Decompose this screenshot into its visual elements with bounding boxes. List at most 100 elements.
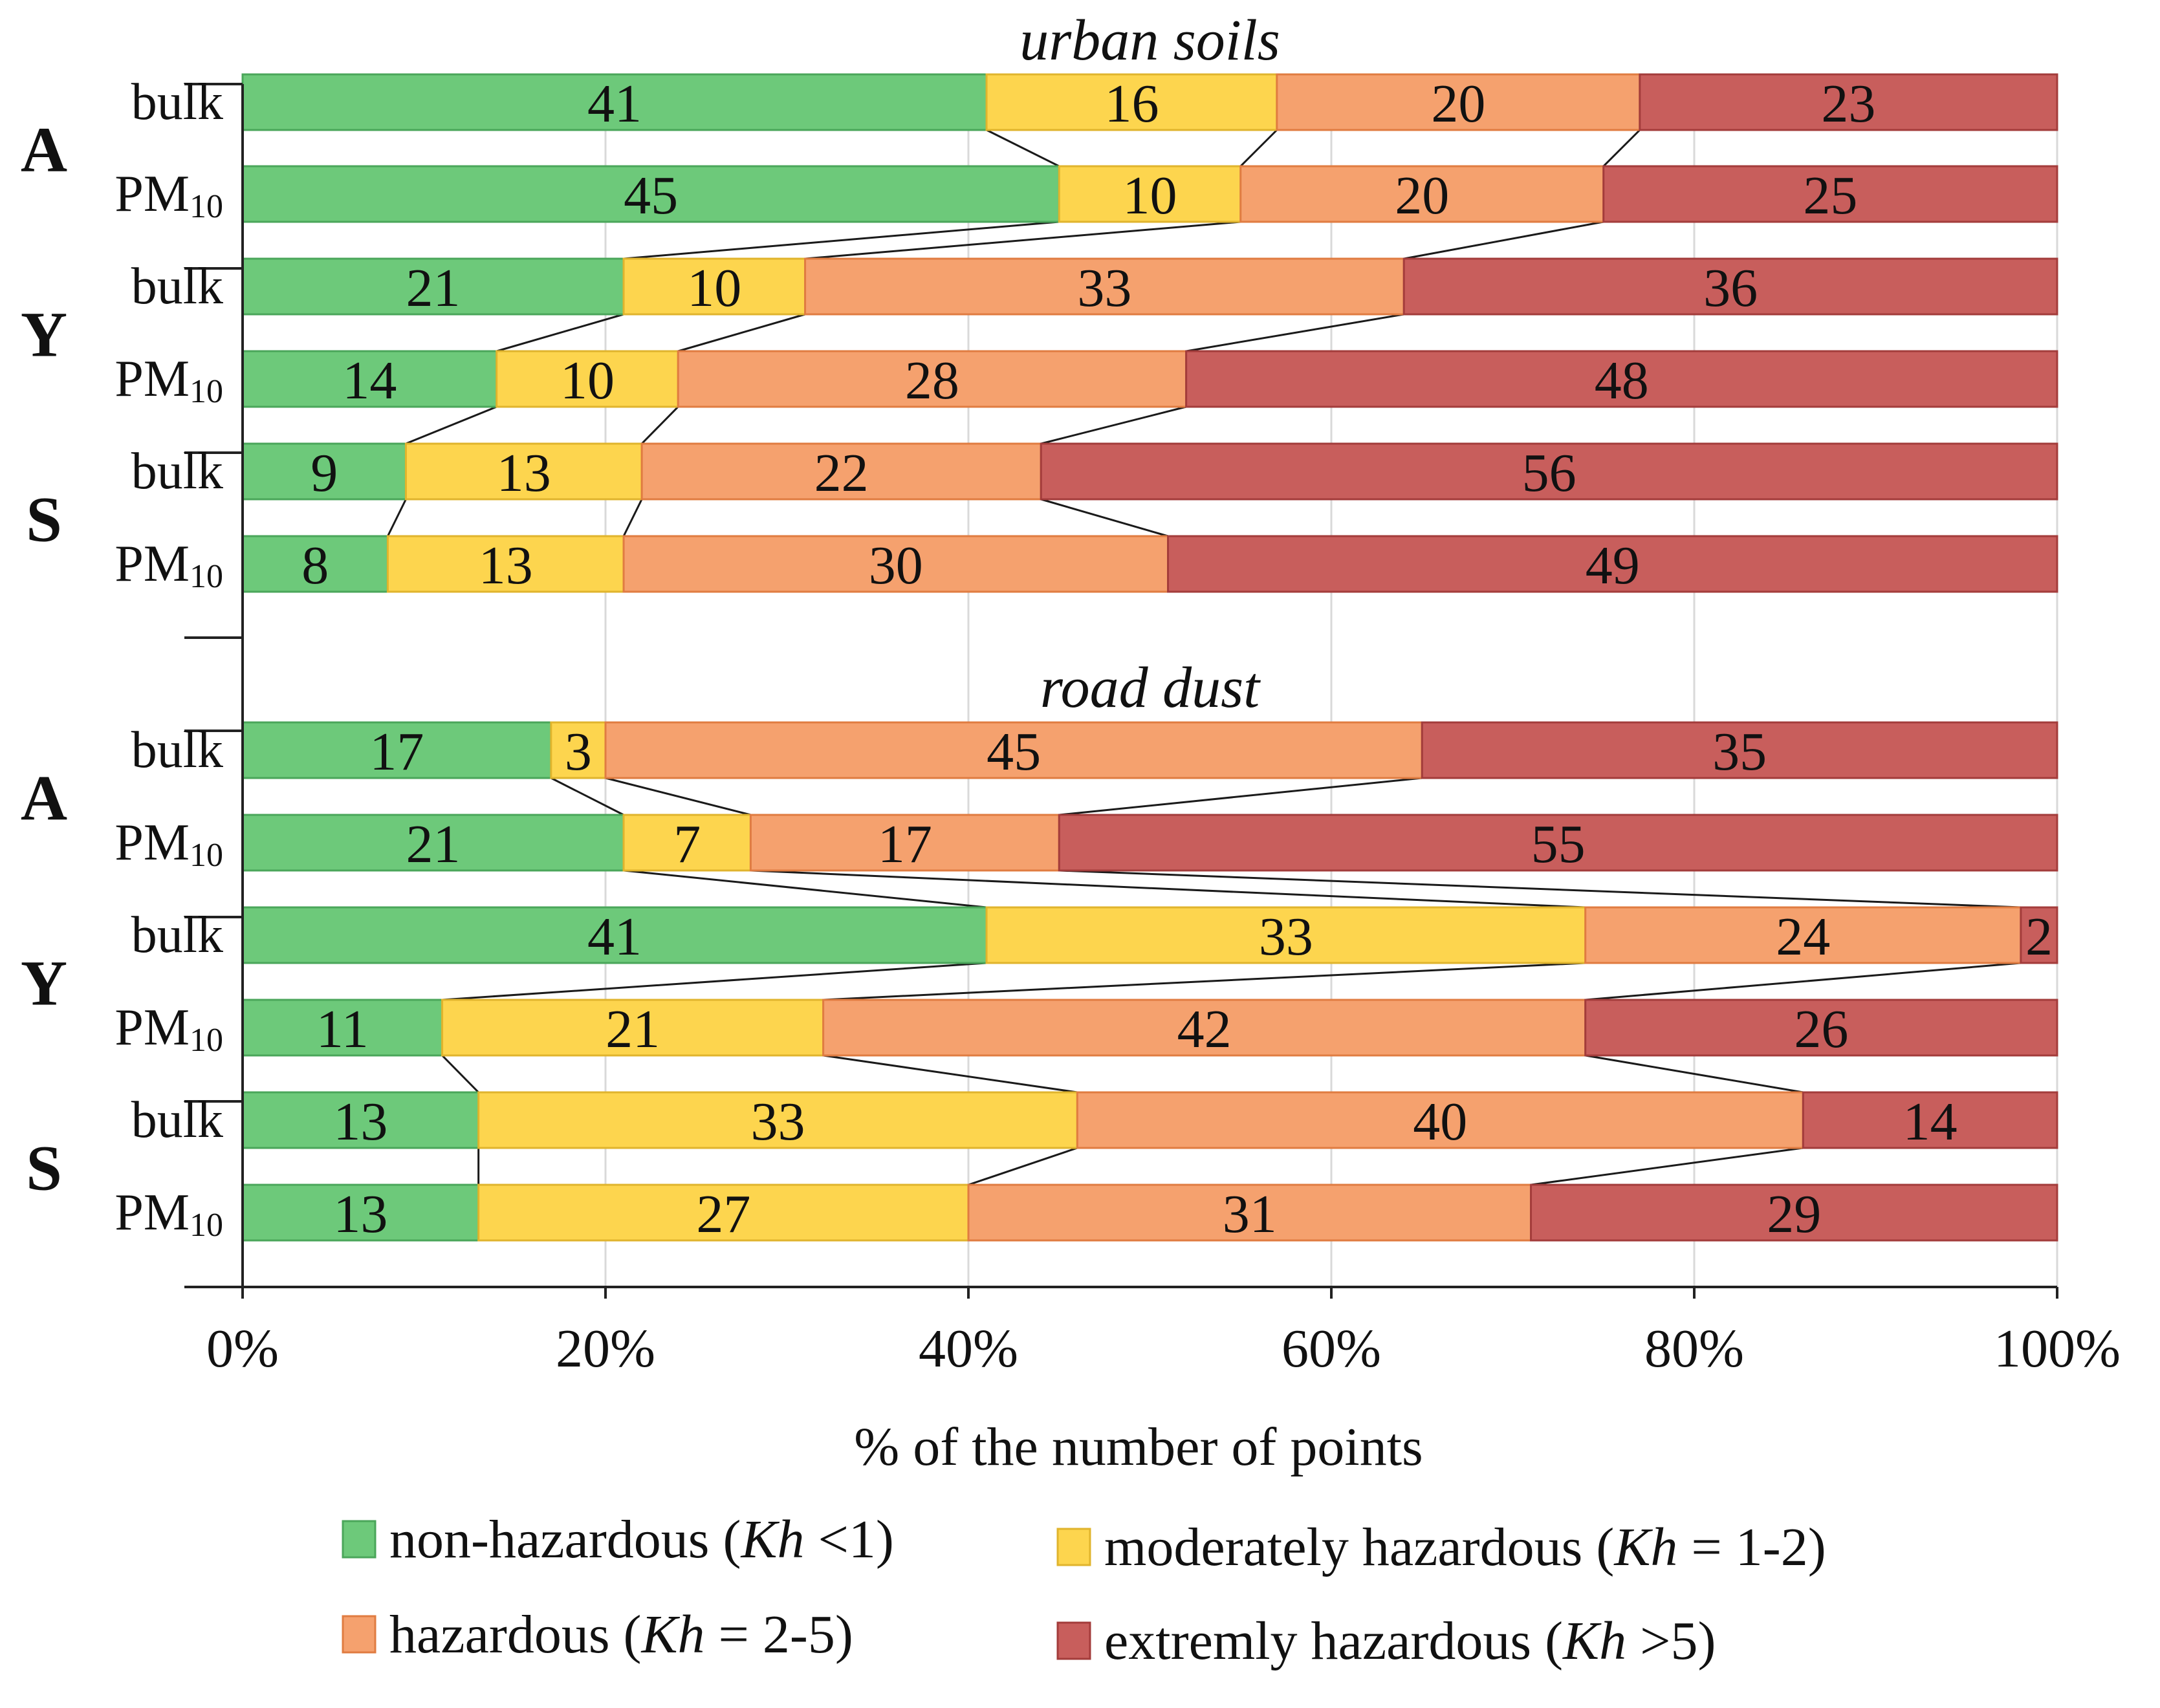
data-label: 16 <box>1104 74 1159 134</box>
group-label: Y <box>21 299 67 371</box>
bar-segment-ext <box>1040 442 2058 501</box>
x-tick-label: 20% <box>556 1319 655 1379</box>
connector-line <box>1040 405 1186 445</box>
bar-segment-non <box>241 257 625 316</box>
data-label: 2 <box>2025 907 2053 967</box>
legend-swatch-haz <box>342 1615 376 1654</box>
bar-segment-ext <box>1639 73 2058 131</box>
bar-segment-non <box>241 535 389 593</box>
bar-segment-mod <box>622 257 807 316</box>
bar-segment-ext <box>1602 165 2058 223</box>
row-label: PM10 <box>115 814 223 874</box>
legend-swatch-mod <box>1056 1528 1091 1566</box>
connector-line <box>1239 129 1278 168</box>
bar-segment-ext <box>1402 257 2058 316</box>
data-label: 9 <box>311 443 338 503</box>
connector-line <box>1403 221 1604 260</box>
data-label: 7 <box>673 814 701 874</box>
bar-segment-non <box>241 350 498 408</box>
x-tick-label: 100% <box>1994 1319 2121 1379</box>
bar-segment-ext <box>1167 535 2058 593</box>
bar-segment-non <box>241 1184 480 1242</box>
data-label: 29 <box>1767 1184 1821 1244</box>
data-label: 21 <box>406 814 461 874</box>
axes <box>184 83 2058 1299</box>
connector-line <box>677 313 805 352</box>
bar-segment-non <box>241 906 988 964</box>
x-tick-label: 60% <box>1282 1319 1381 1379</box>
connector-line <box>1059 777 1423 816</box>
bar-segment-mod <box>550 721 607 779</box>
row-label: bulk <box>131 907 223 964</box>
bar-segment-mod <box>985 73 1278 131</box>
connector-line <box>641 405 679 445</box>
connector-line <box>496 313 624 352</box>
legend: non-hazardous (Kh <1) moderately hazardou… <box>342 1509 1826 1671</box>
bar-segment-haz <box>804 257 1405 316</box>
data-label: 27 <box>696 1184 750 1244</box>
group-label: S <box>26 484 62 556</box>
group-label: A <box>21 762 67 834</box>
section-title: road dust <box>1040 656 1261 720</box>
connector-line <box>1602 129 1641 168</box>
row-label: bulk <box>131 258 223 315</box>
group-label: Y <box>21 947 67 1019</box>
row-label: bulk <box>131 1092 223 1149</box>
row-label: bulk <box>131 722 223 779</box>
bar-segment-ext <box>1421 721 2058 779</box>
data-label: 20 <box>1431 74 1485 134</box>
legend-label-mod: moderately hazardous (Kh = 1-2) <box>1104 1517 1826 1577</box>
data-label: 35 <box>1712 722 1767 782</box>
x-axis-title: % of the number of points <box>854 1417 1423 1477</box>
connector-line <box>441 1054 479 1094</box>
bar-segment-haz <box>822 999 1587 1057</box>
data-label: 8 <box>301 535 329 596</box>
data-label: 31 <box>1223 1184 1277 1244</box>
connector-line <box>442 962 987 1001</box>
data-label: 13 <box>333 1184 387 1244</box>
bar-segment-ext <box>1584 999 2058 1057</box>
connector-line <box>551 777 624 816</box>
row-label: PM10 <box>115 166 223 225</box>
connector-line <box>986 129 1060 168</box>
legend-label-haz: hazardous (Kh = 2-5) <box>389 1605 853 1665</box>
group-label: S <box>26 1132 62 1204</box>
row-label: PM10 <box>115 999 223 1059</box>
data-label: 10 <box>1123 166 1177 226</box>
data-label: 33 <box>1259 907 1313 967</box>
bar-segment-mod <box>477 1091 1078 1149</box>
data-label: 13 <box>333 1092 387 1152</box>
connector-line <box>1585 962 2022 1001</box>
bar-segment-non <box>241 1091 480 1149</box>
data-label: 10 <box>560 351 615 411</box>
row-label: PM10 <box>115 1184 223 1244</box>
connector-line <box>623 869 987 909</box>
data-label: 41 <box>587 74 642 134</box>
bar-segment-haz <box>640 442 1042 501</box>
bar-segment-haz <box>677 350 1188 408</box>
bar-segment-ext <box>1058 814 2058 872</box>
connector-line <box>823 962 1586 1001</box>
bar-segment-mod <box>386 535 625 593</box>
connector-line <box>1040 498 1168 537</box>
bar-segment-haz <box>604 721 1423 779</box>
data-label: 33 <box>1077 258 1131 318</box>
connector-line <box>605 777 751 816</box>
data-label: 56 <box>1522 443 1576 503</box>
data-label: 23 <box>1821 74 1875 134</box>
data-label: 3 <box>565 722 592 782</box>
bar-segment-mod <box>622 814 752 872</box>
bar-segment-ext <box>1530 1184 2058 1242</box>
row-label: PM10 <box>115 535 223 595</box>
data-label: 21 <box>406 258 461 318</box>
data-label: 26 <box>1794 999 1848 1059</box>
connector-line <box>750 869 1586 909</box>
data-label: 13 <box>497 443 551 503</box>
row-label: PM10 <box>115 351 223 410</box>
legend-label-ext: extremly hazardous (Kh >5) <box>1104 1611 1716 1671</box>
data-label: 48 <box>1595 351 1649 411</box>
connector-line <box>1531 1147 1804 1186</box>
bar-segment-non <box>241 165 1060 223</box>
